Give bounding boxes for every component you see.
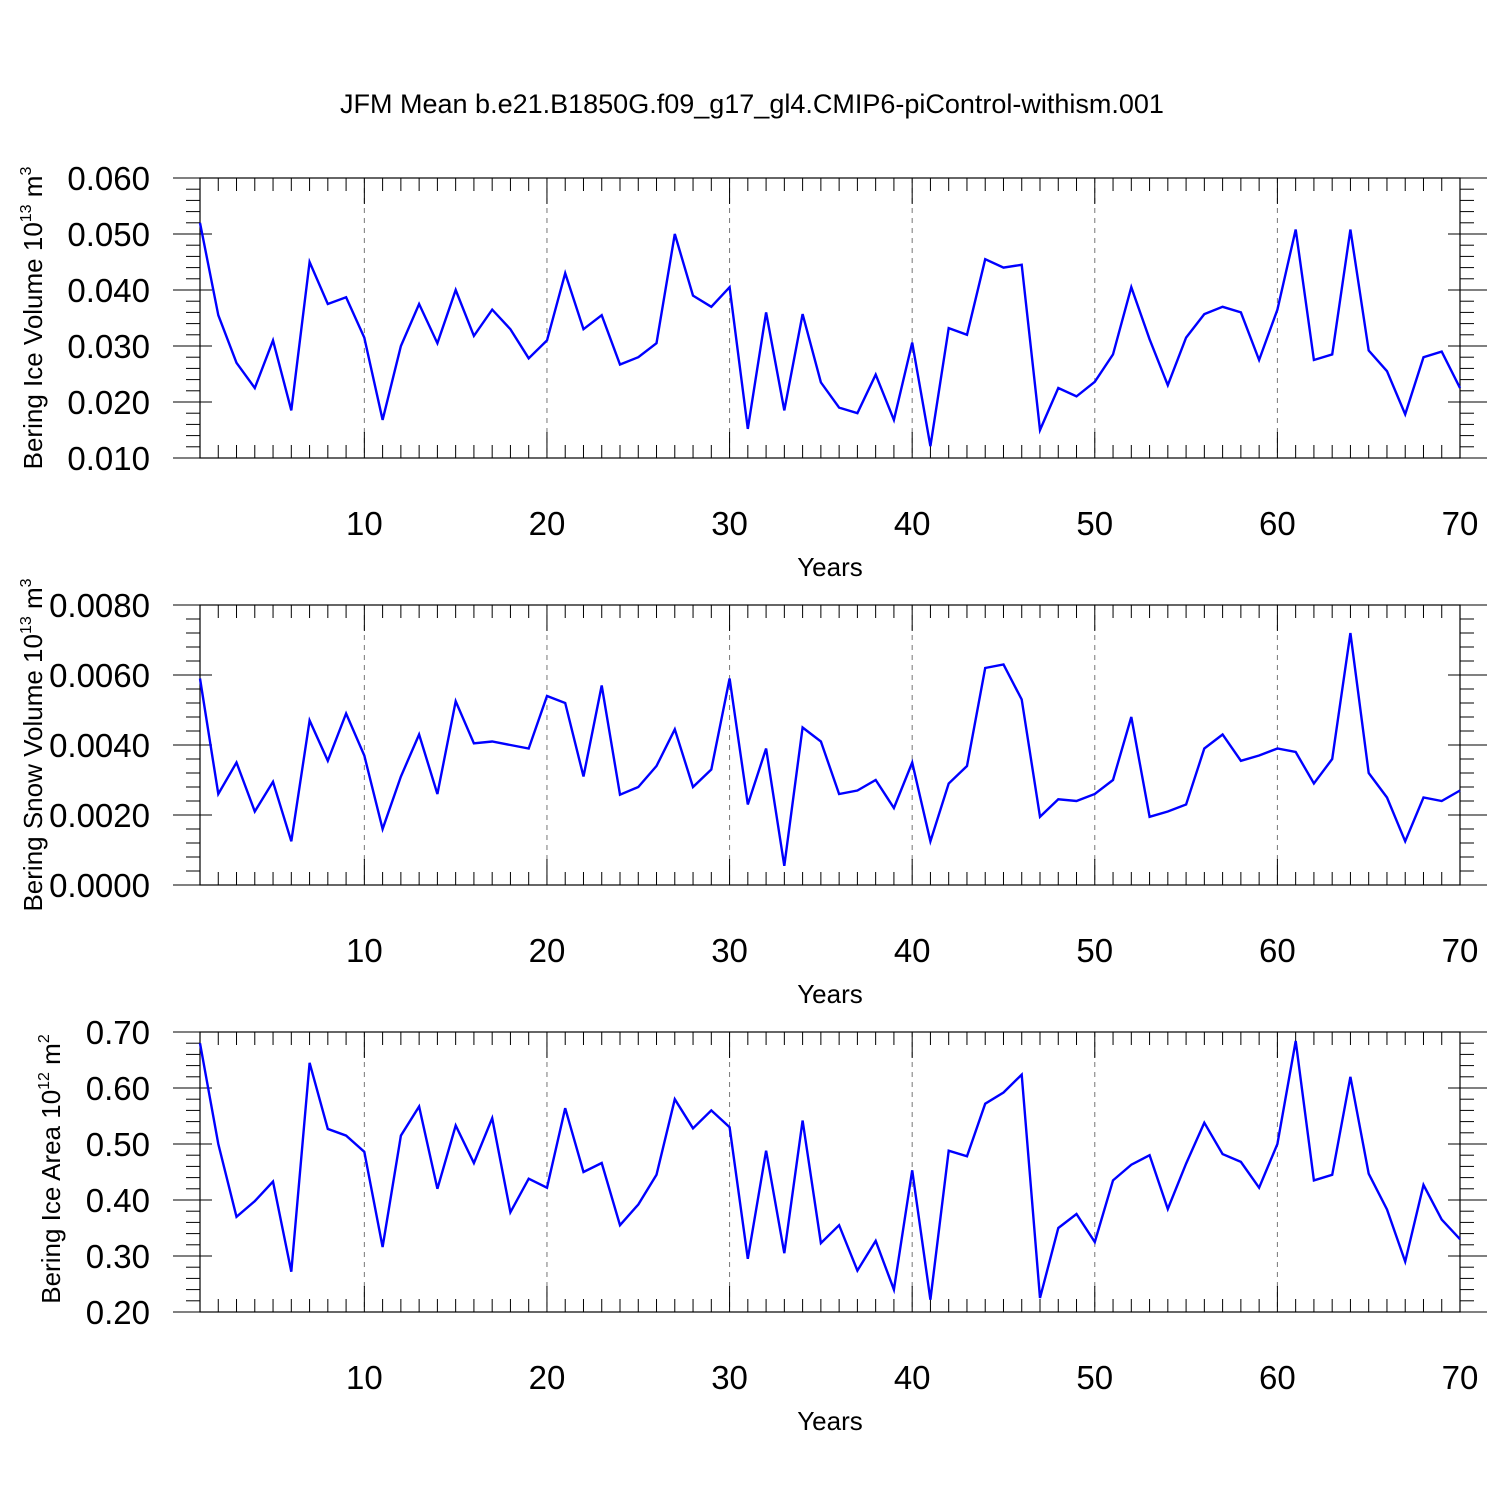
x-tick-label: 60 bbox=[1259, 505, 1296, 542]
y-tick-label: 0.020 bbox=[67, 384, 150, 421]
y-tick-label: 0.040 bbox=[67, 272, 150, 309]
y-tick-label: 0.30 bbox=[86, 1238, 150, 1275]
x-axis-label: Years bbox=[797, 1406, 863, 1436]
x-tick-label: 20 bbox=[529, 932, 566, 969]
x-tick-label: 40 bbox=[894, 505, 931, 542]
x-tick-label: 30 bbox=[711, 932, 748, 969]
y-tick-label: 0.20 bbox=[86, 1294, 150, 1331]
x-axis-label: Years bbox=[797, 979, 863, 1009]
y-tick-label: 0.50 bbox=[86, 1126, 150, 1163]
chart-title: JFM Mean b.e21.B1850G.f09_g17_gl4.CMIP6-… bbox=[340, 89, 1164, 119]
y-tick-label: 0.010 bbox=[67, 440, 150, 477]
x-tick-label: 40 bbox=[894, 1359, 931, 1396]
x-tick-label: 60 bbox=[1259, 932, 1296, 969]
y-tick-label: 0.40 bbox=[86, 1182, 150, 1219]
y-axis-label: Bering Ice Volume 1013 m3 bbox=[18, 167, 48, 470]
y-tick-label: 0.0060 bbox=[49, 657, 150, 694]
y-tick-label: 0.030 bbox=[67, 328, 150, 365]
x-tick-label: 50 bbox=[1076, 932, 1113, 969]
series-line bbox=[198, 632, 1461, 866]
series-line bbox=[198, 1040, 1461, 1300]
y-tick-label: 0.060 bbox=[67, 160, 150, 197]
plot-frame bbox=[199, 1031, 1461, 1313]
y-axis-label: Bering Snow Volume 1013 m3 bbox=[18, 578, 48, 911]
x-tick-label: 60 bbox=[1259, 1359, 1296, 1396]
y-axis-label: Bering Ice Area 1012 m2 bbox=[36, 1034, 66, 1304]
y-tick-label: 0.0020 bbox=[49, 797, 150, 834]
x-tick-label: 10 bbox=[346, 932, 383, 969]
x-tick-label: 70 bbox=[1442, 505, 1479, 542]
x-tick-label: 10 bbox=[346, 1359, 383, 1396]
plot-frame bbox=[199, 177, 1461, 459]
x-tick-label: 30 bbox=[711, 505, 748, 542]
y-tick-label: 0.0040 bbox=[49, 727, 150, 764]
x-tick-label: 30 bbox=[711, 1359, 748, 1396]
y-tick-label: 0.70 bbox=[86, 1014, 150, 1051]
series-line bbox=[198, 222, 1462, 447]
x-tick-label: 20 bbox=[529, 505, 566, 542]
x-tick-label: 70 bbox=[1442, 1359, 1479, 1396]
x-tick-label: 20 bbox=[529, 1359, 566, 1396]
y-tick-label: 0.60 bbox=[86, 1070, 150, 1107]
x-axis-label: Years bbox=[797, 552, 863, 582]
y-tick-label: 0.0080 bbox=[49, 587, 150, 624]
x-tick-label: 70 bbox=[1442, 932, 1479, 969]
plot-frame bbox=[199, 604, 1461, 886]
x-tick-label: 10 bbox=[346, 505, 383, 542]
y-tick-label: 0.0000 bbox=[49, 867, 150, 904]
x-tick-label: 50 bbox=[1076, 1359, 1113, 1396]
x-tick-label: 40 bbox=[894, 932, 931, 969]
y-tick-label: 0.050 bbox=[67, 216, 150, 253]
x-tick-label: 50 bbox=[1076, 505, 1113, 542]
